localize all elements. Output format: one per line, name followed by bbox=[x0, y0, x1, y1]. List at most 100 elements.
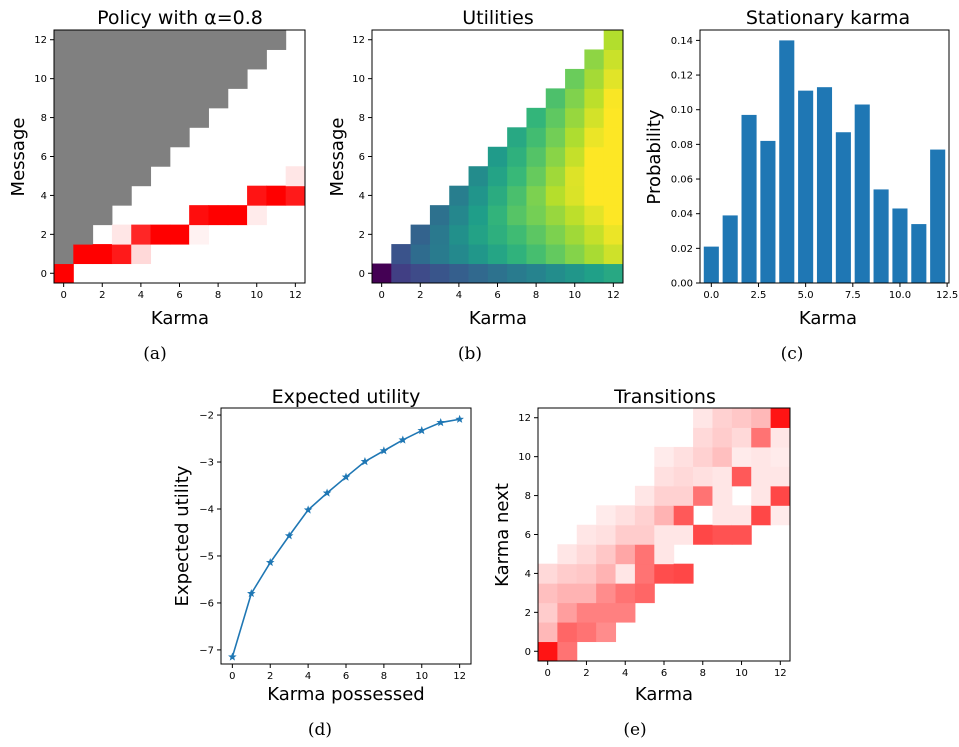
policy-cell bbox=[92, 244, 113, 265]
stationary-ytick-label: 0.14 bbox=[671, 36, 693, 47]
utility-cell bbox=[603, 263, 624, 284]
policy-cell bbox=[247, 30, 267, 50]
utility-cell bbox=[507, 263, 527, 284]
utility-cell bbox=[526, 263, 547, 284]
transition-cell bbox=[731, 466, 752, 487]
transition-cell bbox=[712, 427, 733, 448]
policy-cell bbox=[54, 68, 74, 89]
policy-ytick-label: 10 bbox=[34, 74, 47, 85]
stationary-ytick-label: 0.00 bbox=[671, 279, 693, 290]
karma-bar bbox=[703, 246, 719, 283]
karma-bar bbox=[722, 215, 738, 283]
policy-cell bbox=[189, 224, 209, 245]
policy-cell bbox=[208, 205, 229, 226]
transition-cell bbox=[712, 505, 733, 526]
utility-cell bbox=[468, 166, 489, 187]
policy-cell bbox=[54, 107, 74, 128]
expected-utility-point bbox=[265, 558, 275, 567]
policy-cell bbox=[73, 88, 94, 109]
utility-cell bbox=[545, 146, 566, 167]
transition-cell bbox=[751, 485, 772, 506]
utility-cell bbox=[584, 107, 605, 128]
policy-cell bbox=[92, 30, 113, 50]
utility-cell bbox=[449, 205, 470, 226]
transition-cell bbox=[751, 505, 772, 526]
transition-cell bbox=[615, 524, 636, 545]
utility-cell bbox=[603, 127, 624, 148]
transition-cell bbox=[596, 544, 617, 565]
transitions-ytick-label: 12 bbox=[518, 413, 531, 424]
transitions-ylabel: Karma next bbox=[492, 483, 513, 587]
transition-cell bbox=[770, 485, 791, 506]
utilities-ytick-label: 4 bbox=[359, 191, 365, 202]
utility-cell bbox=[391, 263, 412, 284]
policy-cell bbox=[150, 107, 171, 128]
utility-cell bbox=[584, 127, 605, 148]
expected-title: Expected utility bbox=[272, 386, 421, 408]
transition-cell bbox=[596, 563, 617, 584]
transition-cell bbox=[731, 524, 752, 545]
karma-bar bbox=[911, 224, 927, 283]
utility-cell bbox=[507, 185, 527, 206]
utility-cell bbox=[545, 263, 566, 284]
stationary-xtick-label: 12.5 bbox=[936, 290, 958, 301]
policy-cell bbox=[54, 166, 74, 187]
karma-bar bbox=[741, 114, 757, 284]
stationary-ytick-label: 0.08 bbox=[671, 140, 693, 151]
utility-cell bbox=[507, 244, 527, 265]
policy-xtick-label: 4 bbox=[138, 290, 144, 301]
policy-cell bbox=[150, 68, 171, 89]
transitions-ytick-label: 4 bbox=[525, 569, 531, 580]
policy-cell bbox=[111, 146, 132, 167]
policy-cell bbox=[131, 68, 152, 89]
panel-utilities: Utilities 0 2 4 6 8 10 12 0 2 4 6 8 10 12 Karma Messa… bbox=[327, 7, 624, 364]
transition-cell bbox=[693, 446, 713, 467]
utilities-title: Utilities bbox=[462, 7, 534, 29]
transition-cell bbox=[712, 446, 733, 467]
karma-bar bbox=[798, 90, 814, 283]
utility-cell bbox=[603, 146, 624, 167]
expected-utility-point bbox=[303, 505, 313, 514]
policy-ytick-label: 2 bbox=[41, 230, 47, 241]
expected-utility-point bbox=[379, 446, 389, 455]
transitions-xtick-label: 6 bbox=[661, 668, 667, 679]
policy-ylabel: Message bbox=[8, 118, 29, 197]
transition-cell bbox=[576, 544, 597, 565]
utilities-ytick-label: 10 bbox=[352, 74, 365, 85]
transition-cell bbox=[576, 602, 597, 623]
policy-cell bbox=[111, 244, 132, 265]
utility-cell bbox=[603, 88, 624, 109]
caption-b: (b) bbox=[458, 344, 482, 364]
karma-bar bbox=[835, 132, 851, 283]
karma-bar bbox=[892, 208, 908, 283]
utility-cell bbox=[545, 205, 566, 226]
utility-cell bbox=[584, 185, 605, 206]
transition-cell bbox=[770, 427, 791, 448]
expected-xtick-label: 10 bbox=[415, 671, 428, 682]
utility-cell bbox=[526, 127, 547, 148]
utility-cell bbox=[449, 224, 470, 245]
utility-cell bbox=[468, 263, 489, 284]
utility-cell bbox=[584, 166, 605, 187]
utility-cell bbox=[449, 263, 470, 284]
policy-cell bbox=[208, 88, 229, 109]
policy-cell bbox=[73, 49, 94, 70]
policy-cell bbox=[169, 127, 190, 148]
transition-cell bbox=[673, 524, 694, 545]
transition-cell bbox=[596, 583, 617, 604]
policy-cell bbox=[247, 205, 267, 226]
expected-xtick-label: 2 bbox=[267, 671, 273, 682]
transition-cell bbox=[596, 505, 617, 526]
panel-policy: Policy with α=0.8 0 2 4 6 8 10 12 0 2 4 6 8 10 12 Kar… bbox=[8, 7, 306, 364]
transition-cell bbox=[770, 446, 791, 467]
policy-xtick-label: 2 bbox=[99, 290, 105, 301]
caption-c: (c) bbox=[781, 344, 804, 364]
transitions-xtick-label: 4 bbox=[622, 668, 628, 679]
utility-cell bbox=[603, 224, 624, 245]
policy-ytick-label: 4 bbox=[41, 191, 47, 202]
stationary-ylabel: Probability bbox=[644, 109, 665, 204]
utility-cell bbox=[372, 263, 392, 284]
utility-cell bbox=[526, 244, 547, 265]
transitions-xtick-label: 0 bbox=[545, 668, 551, 679]
